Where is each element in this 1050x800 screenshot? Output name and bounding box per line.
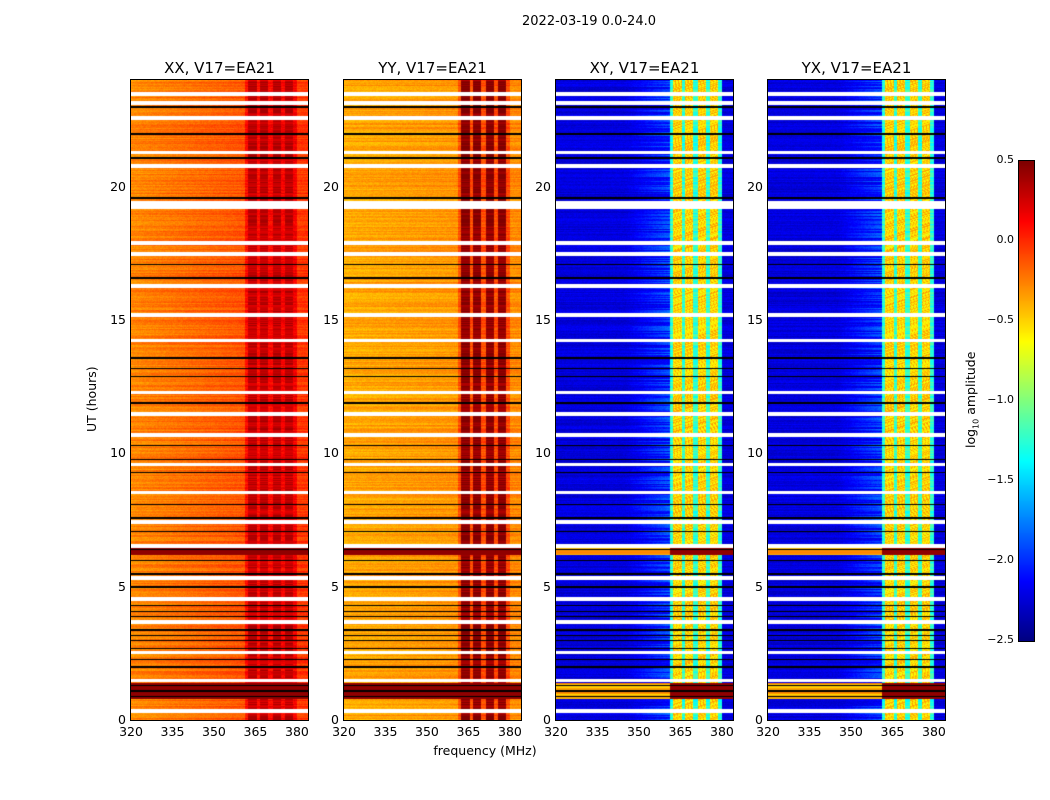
y-tick-label: 20 bbox=[110, 178, 126, 194]
heatmap-image bbox=[344, 80, 521, 720]
colorbar-tick-label: −2.5 bbox=[987, 633, 1014, 646]
panel-title: YX, V17=EA21 bbox=[801, 59, 912, 77]
colorbar-tick-label: 0.0 bbox=[996, 233, 1015, 246]
heatmap-image bbox=[131, 80, 308, 720]
y-tick-label: 20 bbox=[535, 178, 551, 194]
x-tick-label: 335 bbox=[585, 724, 610, 739]
x-tick-label: 380 bbox=[498, 724, 522, 739]
heatmap-panel-0 bbox=[130, 79, 309, 721]
y-tick-label: 0 bbox=[543, 712, 551, 727]
panel-title: XX, V17=EA21 bbox=[164, 59, 275, 77]
y-tick-label: 10 bbox=[110, 445, 126, 461]
x-tick-label: 365 bbox=[456, 724, 481, 739]
colorbar-gradient bbox=[1019, 161, 1034, 641]
x-tick-label: 350 bbox=[415, 724, 439, 739]
colorbar-tick-label: −1.0 bbox=[987, 393, 1014, 406]
heatmap-panel-1 bbox=[343, 79, 522, 721]
colorbar-label: log10 amplitude bbox=[963, 351, 981, 448]
y-tick-label: 0 bbox=[331, 712, 339, 727]
x-tick-label: 335 bbox=[373, 724, 398, 739]
x-tick-label: 350 bbox=[202, 724, 226, 739]
figure-title: 2022-03-19 0.0-24.0 bbox=[522, 14, 656, 29]
y-tick-label: 10 bbox=[747, 445, 763, 461]
panel-title: XY, V17=EA21 bbox=[589, 59, 700, 77]
x-tick-label: 320 bbox=[119, 724, 143, 739]
x-tick-label: 320 bbox=[332, 724, 356, 739]
x-tick-label: 380 bbox=[285, 724, 309, 739]
x-tick-label: 380 bbox=[710, 724, 734, 739]
x-axis-label: frequency (MHz) bbox=[433, 743, 537, 758]
x-tick-label: 335 bbox=[797, 724, 822, 739]
y-tick-label: 0 bbox=[755, 712, 763, 727]
y-tick-label: 10 bbox=[323, 445, 339, 461]
x-tick-label: 320 bbox=[544, 724, 568, 739]
y-tick-label: 20 bbox=[323, 178, 339, 194]
y-tick-label: 15 bbox=[323, 312, 339, 327]
panel-title: YY, V17=EA21 bbox=[378, 59, 487, 77]
y-tick-label: 0 bbox=[118, 712, 126, 727]
y-tick-label: 15 bbox=[535, 312, 551, 327]
heatmap-image bbox=[768, 80, 945, 720]
y-tick-label: 5 bbox=[543, 578, 551, 594]
y-tick-label: 10 bbox=[535, 445, 551, 461]
x-tick-label: 335 bbox=[160, 724, 185, 739]
y-tick-label: 15 bbox=[110, 312, 126, 327]
x-tick-label: 365 bbox=[668, 724, 693, 739]
colorbar-tick-label: −2.0 bbox=[987, 553, 1014, 566]
x-tick-label: 350 bbox=[627, 724, 651, 739]
y-tick-label: 20 bbox=[747, 178, 763, 194]
y-tick-label: 5 bbox=[118, 578, 126, 594]
y-tick-label: 15 bbox=[747, 312, 763, 327]
colorbar bbox=[1018, 160, 1035, 642]
y-tick-label: 5 bbox=[755, 578, 763, 594]
heatmap-panel-3 bbox=[767, 79, 946, 721]
x-tick-label: 350 bbox=[839, 724, 863, 739]
x-tick-label: 380 bbox=[922, 724, 946, 739]
x-tick-label: 365 bbox=[880, 724, 905, 739]
heatmap-image bbox=[556, 80, 733, 720]
heatmap-panel-2 bbox=[555, 79, 734, 721]
y-tick-label: 5 bbox=[331, 578, 339, 594]
x-tick-label: 320 bbox=[756, 724, 780, 739]
colorbar-tick-label: −1.5 bbox=[987, 473, 1014, 486]
x-tick-label: 365 bbox=[243, 724, 268, 739]
colorbar-tick-label: 0.5 bbox=[996, 153, 1015, 166]
colorbar-tick-label: −0.5 bbox=[987, 313, 1014, 326]
